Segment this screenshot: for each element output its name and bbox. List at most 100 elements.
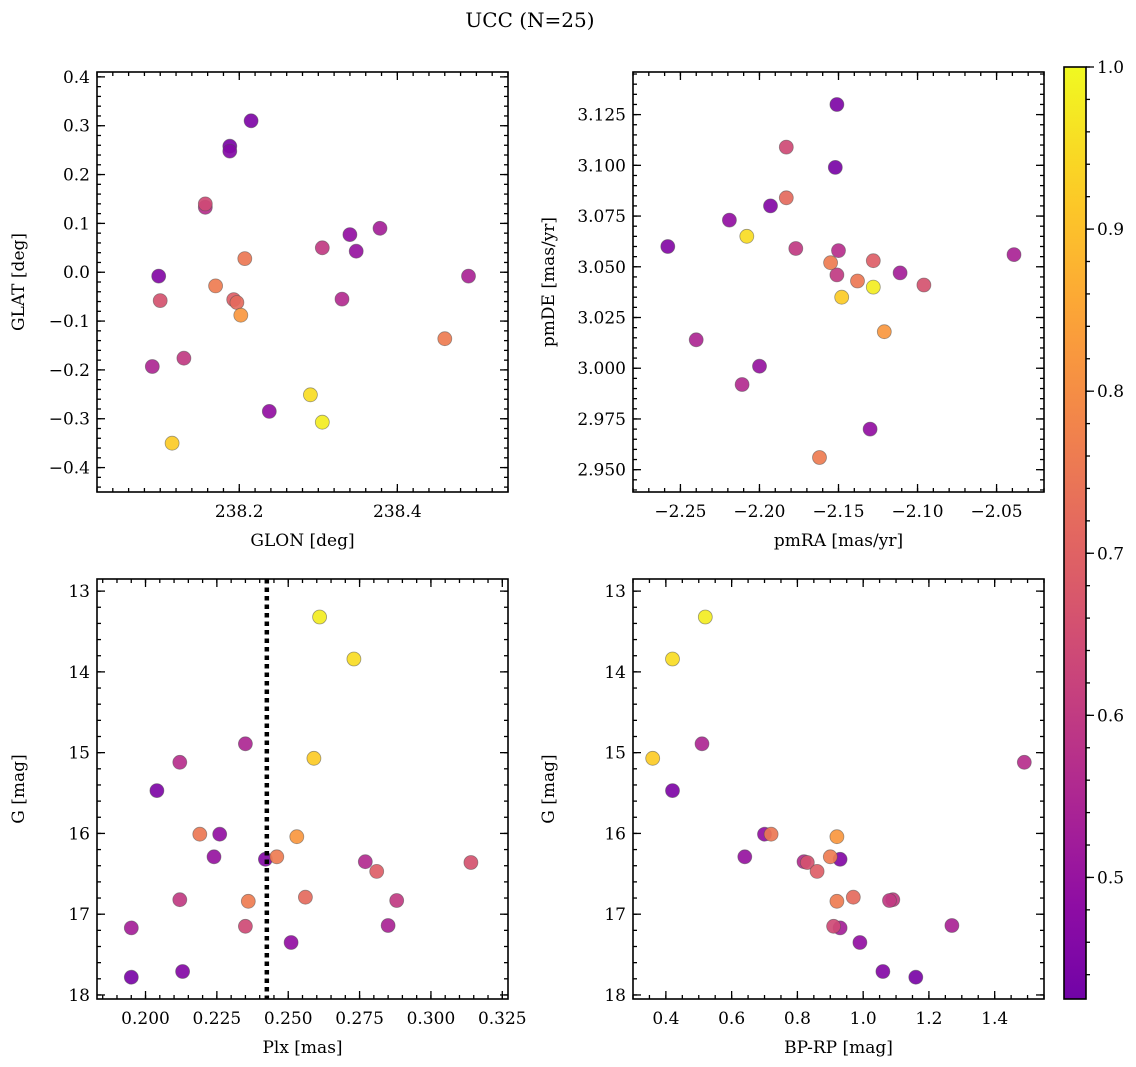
y-tick-label: 18	[604, 986, 626, 1006]
colorbar-tick-label: 0.6	[1097, 706, 1124, 726]
x-axis-label: Plx [mas]	[262, 1038, 342, 1058]
x-tick-label: 0.250	[264, 1009, 313, 1029]
y-tick-label: 14	[68, 663, 90, 683]
y-tick-label: 0.0	[63, 263, 90, 283]
x-axis-label: BP-RP [mag]	[784, 1038, 893, 1058]
data-point	[827, 159, 843, 175]
panel-3: 0.200 0.225 0.250 0.275 0.300 0.325 13 14 15 16 17…	[9, 578, 527, 1058]
data-point	[372, 220, 388, 236]
data-point	[809, 864, 825, 879]
y-tick-label: 0.1	[63, 214, 90, 234]
data-point	[829, 97, 845, 112]
y-tick-label: 0.3	[63, 117, 90, 137]
x-tick-label: 0.6	[718, 1009, 745, 1029]
x-tick-label: 1.0	[850, 1009, 877, 1029]
data-point	[1006, 247, 1022, 263]
data-point	[831, 243, 846, 259]
x-tick-label: 1.4	[981, 1009, 1008, 1029]
x-tick-label: 0.275	[335, 1009, 384, 1029]
data-point	[829, 893, 845, 909]
data-point	[212, 826, 228, 842]
data-point	[916, 277, 932, 293]
data-point	[197, 196, 213, 212]
x-tick-label: −2.20	[733, 502, 785, 522]
data-point	[123, 920, 139, 936]
y-tick-label: 16	[604, 824, 626, 844]
data-point	[348, 243, 364, 259]
data-point	[237, 918, 253, 934]
data-point	[314, 414, 330, 430]
colorbar-tick-label: 0.9	[1097, 220, 1124, 240]
colorbar-tick-label: 0.8	[1097, 382, 1124, 402]
data-point	[852, 935, 868, 950]
x-tick-label: 1.2	[915, 1009, 942, 1029]
data-point	[369, 864, 385, 879]
data-point	[660, 239, 676, 254]
data-point	[645, 750, 661, 766]
x-tick-label: 0.225	[193, 1009, 242, 1029]
y-tick-label: 17	[68, 905, 90, 925]
y-tick-label: 2.950	[577, 461, 626, 481]
x-tick-label: −2.25	[654, 502, 706, 522]
x-tick-label: −2.15	[812, 502, 864, 522]
data-point	[834, 289, 850, 305]
y-tick-label: −0.1	[49, 312, 90, 332]
y-tick-label: 15	[68, 744, 90, 764]
data-point	[380, 918, 396, 933]
y-axis-label: G [mag]	[9, 754, 29, 823]
y-tick-label: 14	[604, 663, 626, 683]
data-point	[237, 736, 253, 752]
data-point	[845, 889, 861, 905]
y-tick-label: 3.000	[577, 359, 626, 379]
data-point	[737, 849, 753, 865]
data-point	[697, 609, 713, 625]
data-point	[151, 268, 167, 284]
x-axis-label: GLON [deg]	[250, 531, 354, 551]
data-point	[175, 964, 191, 979]
y-tick-label: −0.4	[49, 459, 90, 479]
panel-4: 0.4 0.6 0.8 1.0 1.2 1.4 13 14 15 16 17 18 BP-RP [mag…	[539, 578, 1045, 1058]
data-point	[437, 331, 453, 347]
x-tick-label: 238.4	[373, 502, 422, 522]
data-point	[944, 918, 960, 933]
data-point	[461, 268, 476, 284]
data-point	[829, 267, 845, 283]
x-tick-label: 0.8	[784, 1009, 811, 1029]
x-tick-label: −2.10	[891, 502, 943, 522]
x-tick-label: 0.325	[478, 1009, 527, 1029]
y-tick-label: 3.025	[577, 309, 626, 329]
data-point	[875, 964, 891, 979]
data-point	[739, 228, 755, 244]
data-point	[665, 651, 680, 667]
y-tick-label: −0.2	[49, 361, 90, 381]
y-tick-label: 3.075	[577, 207, 626, 227]
data-point	[763, 198, 778, 214]
x-tick-label: 0.4	[652, 1009, 679, 1029]
data-point	[778, 139, 794, 155]
data-point	[812, 450, 827, 465]
y-tick-label: 17	[604, 905, 626, 925]
data-point	[865, 253, 881, 269]
data-point	[357, 854, 373, 870]
data-point	[123, 969, 139, 985]
figure-title: UCC (N=25)	[465, 8, 594, 32]
data-point	[463, 855, 479, 870]
data-point	[233, 307, 249, 323]
x-tick-label: 0.300	[407, 1009, 456, 1029]
colorbar: 0.5 0.6 0.7 0.8 0.9 1.0	[1063, 58, 1124, 1000]
data-point	[176, 350, 192, 366]
data-point	[269, 849, 285, 865]
data-point	[302, 387, 318, 403]
data-point	[892, 265, 908, 281]
y-tick-label: 15	[604, 744, 626, 764]
panel-2: −2.25 −2.20 −2.15 −2.10 −2.05 2.950 2.975 3.000…	[539, 71, 1045, 551]
data-point	[850, 273, 865, 289]
data-point	[862, 421, 878, 437]
data-point	[346, 651, 362, 667]
y-tick-label: 3.050	[577, 258, 626, 278]
data-point	[752, 358, 767, 374]
data-point	[865, 279, 881, 295]
colorbar-tick-label: 0.7	[1097, 544, 1124, 564]
y-tick-label: 0.4	[63, 68, 90, 88]
